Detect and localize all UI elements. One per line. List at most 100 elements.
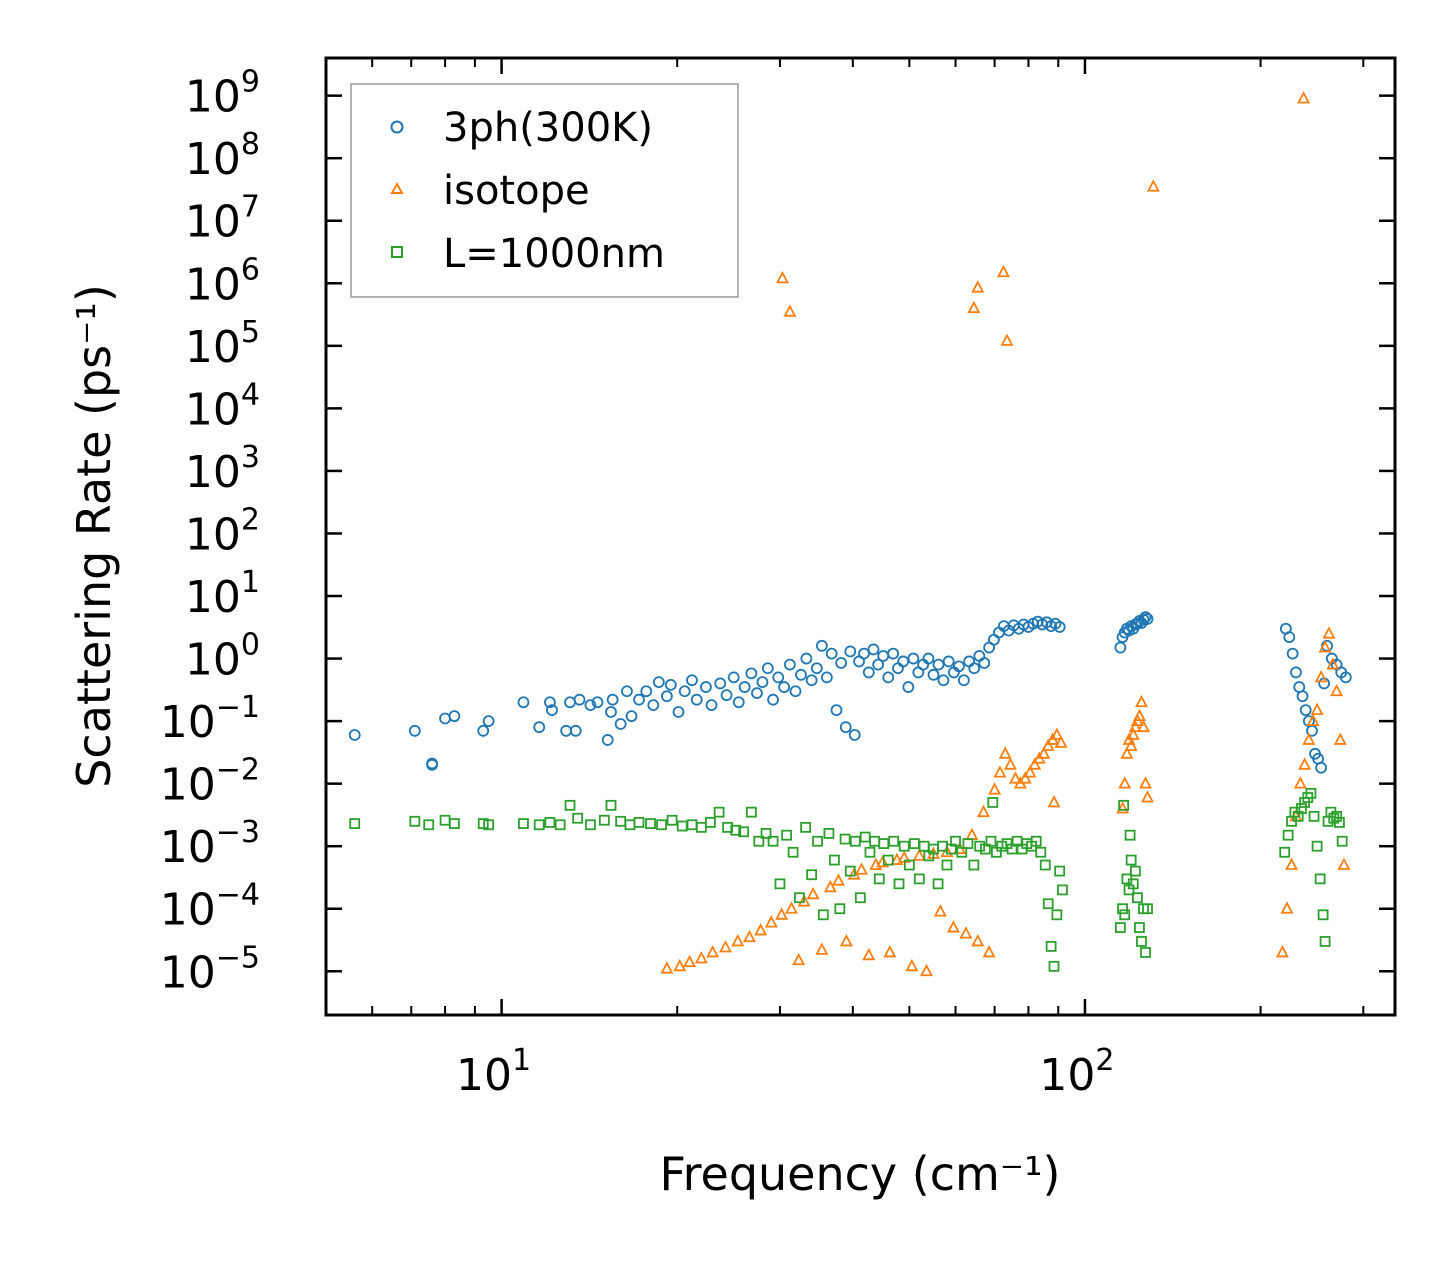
data-point xyxy=(913,873,925,885)
data-point xyxy=(1139,776,1153,789)
data-point xyxy=(783,658,796,671)
data-point xyxy=(1302,732,1316,745)
data-point xyxy=(1326,657,1340,670)
data-point xyxy=(1314,669,1328,683)
data-point xyxy=(448,710,461,723)
data-point xyxy=(1045,940,1057,952)
data-point xyxy=(893,878,905,890)
data-point xyxy=(933,904,947,917)
data-point xyxy=(956,846,968,858)
data-point xyxy=(1057,884,1068,896)
data-point xyxy=(839,833,851,845)
data-point xyxy=(902,681,915,693)
legend-label-3ph: 3ph(300K) xyxy=(443,105,653,151)
data-point xyxy=(772,671,785,684)
data-point xyxy=(1279,846,1291,858)
y-axis-title: Scattering Rate (ps⁻¹) xyxy=(67,284,121,788)
data-point xyxy=(409,815,421,827)
data-point xyxy=(760,828,772,839)
x-tick-label: 102 xyxy=(1039,1043,1114,1101)
data-point xyxy=(882,854,894,866)
data-point xyxy=(823,828,835,839)
x-tick-label: 101 xyxy=(456,1043,531,1101)
data-point xyxy=(423,819,435,831)
data-point xyxy=(815,639,828,652)
data-point xyxy=(968,662,981,675)
data-point xyxy=(1117,903,1128,915)
data-point xyxy=(1305,787,1317,799)
data-point xyxy=(1054,865,1066,877)
data-point xyxy=(1315,761,1328,774)
data-point xyxy=(1124,829,1136,841)
data-point xyxy=(844,865,856,877)
data-point xyxy=(754,922,768,936)
y-tick-label: 10−3 xyxy=(160,815,260,873)
data-point xyxy=(678,685,691,698)
data-point xyxy=(738,826,750,838)
data-point xyxy=(767,693,779,706)
data-point xyxy=(1120,746,1134,759)
data-point xyxy=(584,699,597,712)
data-point xyxy=(1054,735,1068,748)
data-point xyxy=(585,819,596,831)
data-point xyxy=(517,696,530,709)
data-point xyxy=(825,647,838,660)
data-point xyxy=(993,765,1007,778)
data-point xyxy=(806,886,820,900)
data-point xyxy=(598,814,610,826)
data-point xyxy=(792,952,806,966)
y-tick-label: 104 xyxy=(185,377,260,435)
data-point xyxy=(426,757,438,770)
data-point xyxy=(660,690,673,703)
legend-marker-l1000nm xyxy=(391,246,403,258)
data-point xyxy=(1124,738,1138,751)
data-point xyxy=(1298,757,1312,770)
data-point xyxy=(482,715,495,728)
data-point xyxy=(1140,947,1151,958)
data-point xyxy=(1292,810,1304,822)
data-point xyxy=(767,835,779,847)
data-point xyxy=(633,693,645,706)
data-point xyxy=(756,676,769,689)
legend-marker-3ph xyxy=(390,120,404,134)
data-point xyxy=(546,704,558,716)
data-point xyxy=(591,696,604,709)
data-point xyxy=(971,934,985,947)
y-tick-label: 100 xyxy=(185,628,260,686)
data-point xyxy=(518,818,529,829)
data-point xyxy=(1035,846,1047,858)
data-point xyxy=(873,873,885,885)
data-point xyxy=(1322,626,1336,639)
y-tick-label: 10−1 xyxy=(160,690,260,748)
data-point xyxy=(897,655,910,668)
data-point xyxy=(1311,840,1323,852)
plot-frame xyxy=(324,56,1397,1017)
data-point xyxy=(1337,857,1351,870)
data-point xyxy=(817,909,829,921)
data-point xyxy=(967,300,981,314)
data-point xyxy=(1030,835,1042,847)
axis-ticks xyxy=(325,58,1395,1015)
data-point xyxy=(1050,727,1064,740)
y-tick-label: 10−5 xyxy=(160,940,260,998)
data-point xyxy=(1314,873,1326,885)
data-point xyxy=(797,894,811,907)
data-point xyxy=(714,677,727,690)
data-point xyxy=(640,685,653,698)
data-point xyxy=(834,903,846,915)
data-point xyxy=(1127,878,1139,890)
data-point xyxy=(932,658,945,671)
data-point xyxy=(1118,799,1130,811)
y-tick-label: 101 xyxy=(185,565,260,623)
y-tick-label: 107 xyxy=(185,190,260,248)
data-point xyxy=(800,821,812,833)
y-tick-label: 105 xyxy=(185,315,260,373)
data-point xyxy=(742,929,756,943)
data-point xyxy=(988,782,1002,795)
data-point xyxy=(872,658,885,671)
data-point xyxy=(1116,801,1130,814)
data-point xyxy=(1142,903,1153,915)
data-point xyxy=(867,643,880,656)
data-point xyxy=(647,699,660,712)
data-point xyxy=(800,652,813,665)
